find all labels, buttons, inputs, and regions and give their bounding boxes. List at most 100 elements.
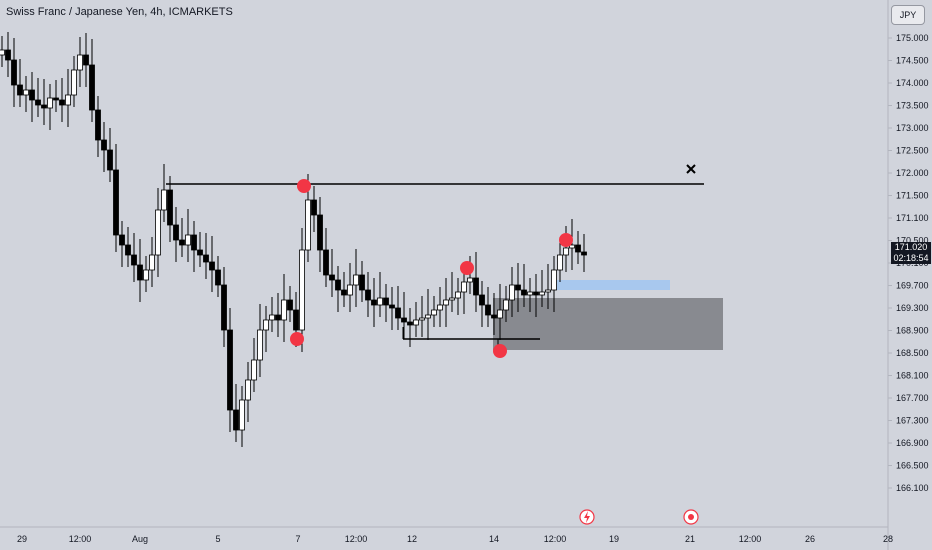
candle-body <box>521 289 527 296</box>
candle-body <box>113 169 119 236</box>
candle-body <box>293 309 299 331</box>
candle-body <box>419 317 425 321</box>
price-tick-label: 166.500 <box>896 461 929 471</box>
candle-body <box>329 274 335 281</box>
currency-button[interactable]: JPY <box>891 5 925 25</box>
candle-body <box>11 59 17 86</box>
target-event-icon[interactable] <box>683 509 699 525</box>
price-tick-label: 166.900 <box>896 438 929 448</box>
bar-countdown: 02:18:54 <box>893 253 929 263</box>
swing-high-marker[interactable] <box>297 179 311 193</box>
candle-body <box>125 244 131 256</box>
time-tick-label: 12:00 <box>345 534 368 544</box>
candle-body <box>377 297 383 306</box>
swing-high-marker[interactable] <box>559 233 573 247</box>
time-tick-label: 26 <box>805 534 815 544</box>
candle-body <box>515 284 521 291</box>
candle-body <box>101 139 107 151</box>
price-tick-label: 168.100 <box>896 371 929 381</box>
candle-body <box>383 297 389 306</box>
candle-body <box>299 249 305 331</box>
supply-zone[interactable] <box>556 280 670 290</box>
close-x-icon[interactable] <box>686 164 696 174</box>
price-tick-label: 173.500 <box>896 101 929 111</box>
candle-body <box>335 279 341 291</box>
candle-body <box>359 274 365 291</box>
candle-body <box>155 209 161 256</box>
price-tick-label: 174.000 <box>896 78 929 88</box>
candle-body <box>401 317 407 323</box>
candle-body <box>503 299 509 311</box>
candle-body <box>455 291 461 299</box>
candle-body <box>395 307 401 319</box>
candle-body <box>581 251 587 256</box>
candle-body <box>107 149 113 171</box>
candle-body <box>497 309 503 319</box>
price-tick-label: 168.900 <box>896 326 929 336</box>
demand-zone[interactable] <box>493 298 723 350</box>
price-tick-label: 173.000 <box>896 123 929 133</box>
time-tick-label: Aug <box>132 534 148 544</box>
candle-body <box>197 249 203 256</box>
time-axis[interactable]: 29 12:00 Aug 5 7 12:00 12 14 12:00 19 21 12:00 26 28 <box>17 534 893 544</box>
candle-body <box>161 189 167 211</box>
candle-body <box>305 199 311 251</box>
candle-body <box>251 359 257 381</box>
candle-body <box>119 234 125 246</box>
candle-body <box>185 234 191 246</box>
candle-body <box>203 254 209 263</box>
candle-body <box>467 277 473 283</box>
lightning-event-icon[interactable] <box>579 509 595 525</box>
price-tick-label: 170.500 <box>896 236 929 246</box>
candle-body <box>275 314 281 321</box>
candle-body <box>95 109 101 141</box>
swing-high-marker[interactable] <box>460 261 474 275</box>
candle-body <box>167 189 173 226</box>
candle-body <box>131 254 137 266</box>
swing-low-marker[interactable] <box>493 344 507 358</box>
price-tick-label: 171.100 <box>896 213 929 223</box>
candle-body <box>221 284 227 331</box>
candle-body <box>41 104 47 109</box>
candle-body <box>257 329 263 361</box>
candle-body <box>485 304 491 316</box>
candle-body <box>473 277 479 296</box>
candle-body <box>23 89 29 96</box>
candle-body <box>281 299 287 321</box>
time-tick-label: 12 <box>407 534 417 544</box>
candle-body <box>47 97 53 109</box>
candle-body <box>461 281 467 293</box>
candle-body <box>389 304 395 309</box>
candle-body <box>209 261 215 271</box>
time-tick-label: 12:00 <box>69 534 92 544</box>
candle-body <box>353 274 359 286</box>
price-tick-label: 169.700 <box>896 281 929 291</box>
time-tick-label: 12:00 <box>739 534 762 544</box>
candle-body <box>425 314 431 319</box>
candle-body <box>311 199 317 216</box>
swing-low-marker[interactable] <box>290 332 304 346</box>
candle-body <box>227 329 233 411</box>
candle-body <box>323 249 329 276</box>
candle-body <box>443 299 449 306</box>
candle-body <box>239 399 245 431</box>
candle-body <box>29 89 35 101</box>
time-tick-label: 5 <box>215 534 220 544</box>
candle-body <box>59 99 65 106</box>
time-tick-label: 28 <box>883 534 893 544</box>
candle-body <box>545 289 551 293</box>
candle-body <box>437 304 443 311</box>
candle-body <box>431 309 437 316</box>
candle-body <box>77 54 83 71</box>
candle-body <box>233 409 239 431</box>
time-tick-label: 19 <box>609 534 619 544</box>
price-tick-label: 166.100 <box>896 483 929 493</box>
candle-body <box>137 264 143 281</box>
candle-body <box>551 269 557 291</box>
candle-body <box>53 97 59 101</box>
candle-body <box>83 54 89 66</box>
candle-body <box>5 49 11 61</box>
price-tick-label: 168.500 <box>896 348 929 358</box>
price-tick-label: 172.500 <box>896 146 929 156</box>
